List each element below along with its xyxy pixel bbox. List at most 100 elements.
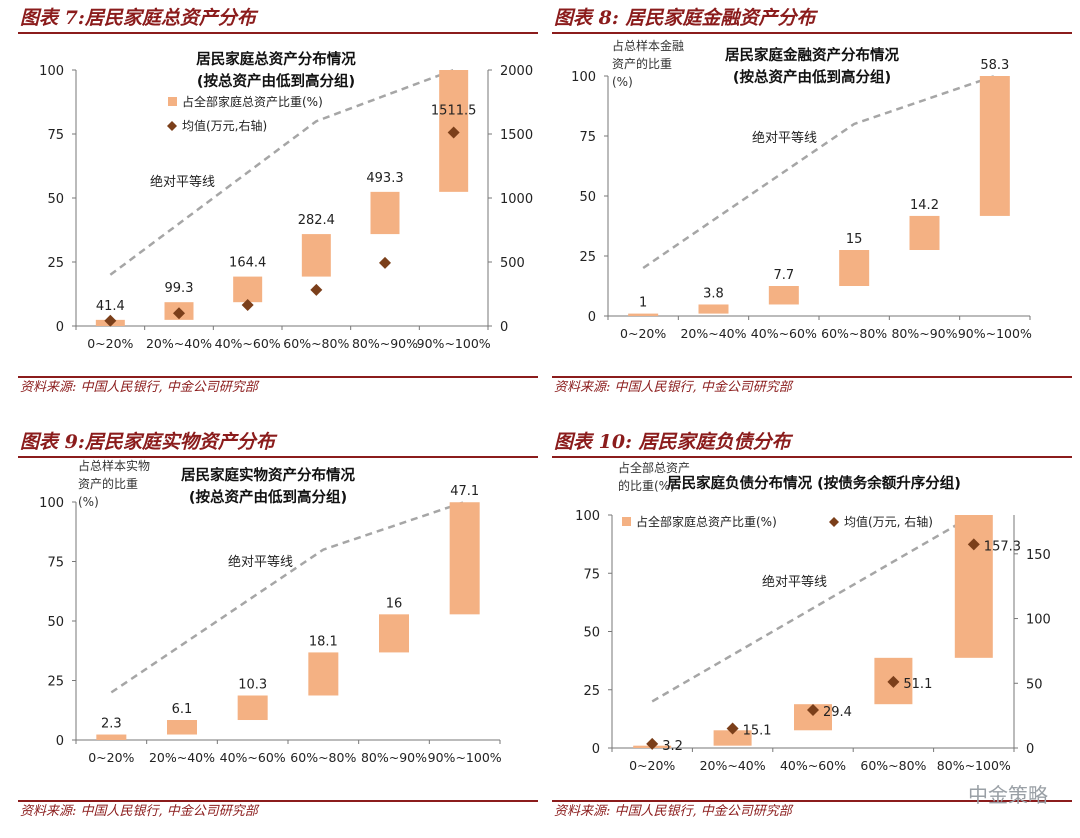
y-axis-label-line: 占全部总资产 xyxy=(618,460,690,475)
x-tick-label: 80%~100% xyxy=(937,758,1011,773)
y-axis-label: 占总样本金融资产的比重 (%) xyxy=(612,38,684,89)
y-axis-label-line: 占总样本实物 xyxy=(78,458,150,473)
x-tick-label: 60%~80% xyxy=(860,758,926,773)
y-tick-label: 100 xyxy=(571,70,596,85)
figure-title: 图表 7:居民家庭总资产分布 xyxy=(18,4,538,34)
share-bar xyxy=(237,695,268,721)
legend-bar-swatch xyxy=(622,517,631,526)
y-axis-label-line: (%) xyxy=(78,495,99,509)
bar-value-label: 14.2 xyxy=(910,198,939,213)
chart-title: 居民家庭金融资产分布情况 xyxy=(725,46,899,64)
share-bar xyxy=(308,652,339,696)
legend-mean-label: 均值(万元,右轴) xyxy=(182,118,267,133)
chart-panel-financial-assets: 图表 8: 居民家庭金融资产分布 0 25 50 75 100 0~20% 20%~40% 4… xyxy=(552,4,1072,404)
mean-value-label: 164.4 xyxy=(229,256,266,271)
mean-value-label: 29.4 xyxy=(823,705,852,720)
y-tick-label: 75 xyxy=(583,567,600,582)
chart-subtitle: (按总资产由低到高分组) xyxy=(189,488,347,506)
figure-source: 资料来源: 中国人民银行, 中金公司研究部 xyxy=(552,800,1072,822)
mean-marker xyxy=(726,722,739,735)
x-tick-label: 20%~40% xyxy=(149,750,215,765)
x-tick-label: 40%~60% xyxy=(220,750,286,765)
share-bar xyxy=(979,76,1010,216)
share-bar xyxy=(96,734,127,740)
bar-value-label: 18.1 xyxy=(309,634,338,649)
chart-title: 居民家庭总资产分布情况 xyxy=(196,50,356,68)
x-tick-label: 40%~60% xyxy=(780,758,846,773)
x-tick-label: 90%~100% xyxy=(958,326,1032,341)
share-bar xyxy=(370,191,400,235)
share-bar xyxy=(628,313,659,316)
y-tick-label: 100 xyxy=(575,509,600,524)
y-tick-label: 0 xyxy=(592,742,600,757)
y-tick-label: 50 xyxy=(579,190,596,205)
y-tick-label: 25 xyxy=(47,675,64,690)
figure-source: 资料来源: 中国人民银行, 中金公司研究部 xyxy=(18,376,538,398)
bar-value-label: 16 xyxy=(386,596,403,611)
chart-subtitle: (按总资产由低到高分组) xyxy=(733,68,891,86)
legend-mean-swatch xyxy=(167,121,177,131)
bar-value-label: 6.1 xyxy=(172,702,193,717)
y-tick-label: 25 xyxy=(579,250,596,265)
share-bar xyxy=(698,304,729,314)
share-bar xyxy=(301,234,331,277)
y2-tick-label: 0 xyxy=(1026,742,1034,757)
x-tick-label: 80%~90% xyxy=(352,336,418,351)
equality-line xyxy=(651,513,975,703)
y-tick-label: 0 xyxy=(588,310,596,325)
bar-value-label: 15 xyxy=(846,232,863,247)
share-bar xyxy=(954,515,993,658)
y2-tick-label: 0 xyxy=(500,320,508,335)
chart-title: 居民家庭负债分布情况 (按债务余额升序分组) xyxy=(667,474,961,492)
legend-mean-swatch xyxy=(829,517,839,527)
mean-value-label: 15.1 xyxy=(743,723,772,738)
mean-marker xyxy=(967,538,980,551)
mean-value-label: 99.3 xyxy=(165,281,194,296)
y-tick-label: 50 xyxy=(47,192,64,207)
equality-line xyxy=(110,500,466,694)
mean-value-label: 1511.5 xyxy=(431,104,477,119)
figure-source: 资料来源: 中国人民银行, 中金公司研究部 xyxy=(18,800,538,822)
share-bar xyxy=(379,614,409,653)
figure-title: 图表 9:居民家庭实物资产分布 xyxy=(18,428,538,458)
y-axis-label: 占全部总资产的比重(%) xyxy=(618,460,690,493)
chart-financial-assets: 0 25 50 75 100 0~20% 20%~40% 40%~60% 60%~80% 80%~… xyxy=(571,38,1032,341)
mean-marker xyxy=(646,737,659,750)
bar-value-label: 1 xyxy=(639,296,647,311)
equality-line-annotation: 绝对平等线 xyxy=(228,554,293,570)
x-tick-label: 20%~40% xyxy=(700,758,766,773)
y-tick-label: 50 xyxy=(583,626,600,641)
chart-panel-total-assets: 图表 7:居民家庭总资产分布 0 25 50 75 100 0 500 1000 1500 200… xyxy=(18,4,538,404)
y-tick-label: 75 xyxy=(47,556,64,571)
y-tick-label: 25 xyxy=(583,684,600,699)
bar-value-label: 58.3 xyxy=(980,58,1009,73)
x-tick-label: 90%~100% xyxy=(428,750,502,765)
figure-source: 资料来源: 中国人民银行, 中金公司研究部 xyxy=(552,376,1072,398)
y-tick-label: 25 xyxy=(47,256,64,271)
y2-tick-label: 1000 xyxy=(500,192,533,207)
y-axis-label-line: 资产的比重 xyxy=(78,476,138,491)
bar-value-label: 10.3 xyxy=(238,677,267,692)
y-axis-label: 占总样本实物资产的比重 (%) xyxy=(78,458,150,509)
mean-marker xyxy=(807,703,819,716)
y-tick-label: 100 xyxy=(39,64,64,79)
share-bar xyxy=(167,720,197,735)
y2-tick-label: 50 xyxy=(1026,677,1043,692)
share-bar xyxy=(233,276,263,303)
mean-marker xyxy=(310,283,323,296)
y-tick-label: 0 xyxy=(56,320,64,335)
mean-marker xyxy=(887,675,900,688)
y-axis-label-line: (%) xyxy=(612,75,633,89)
chart-physical-assets: 0 25 50 75 100 0~20% 20%~40% 40%~60% 60%~80% 80%~… xyxy=(39,458,502,765)
x-tick-label: 80%~90% xyxy=(361,750,427,765)
legend-mean-label: 均值(万元, 右轴) xyxy=(844,514,933,529)
y-tick-label: 75 xyxy=(579,130,596,145)
equality-line-annotation: 绝对平等线 xyxy=(752,130,817,146)
chart-subtitle: (按总资产由低到高分组) xyxy=(197,72,355,90)
mean-value-label: 157.3 xyxy=(984,539,1021,554)
y2-tick-label: 2000 xyxy=(500,64,533,79)
y-tick-label: 50 xyxy=(47,615,64,630)
x-tick-label: 40%~60% xyxy=(751,326,817,341)
share-bar xyxy=(909,215,940,250)
